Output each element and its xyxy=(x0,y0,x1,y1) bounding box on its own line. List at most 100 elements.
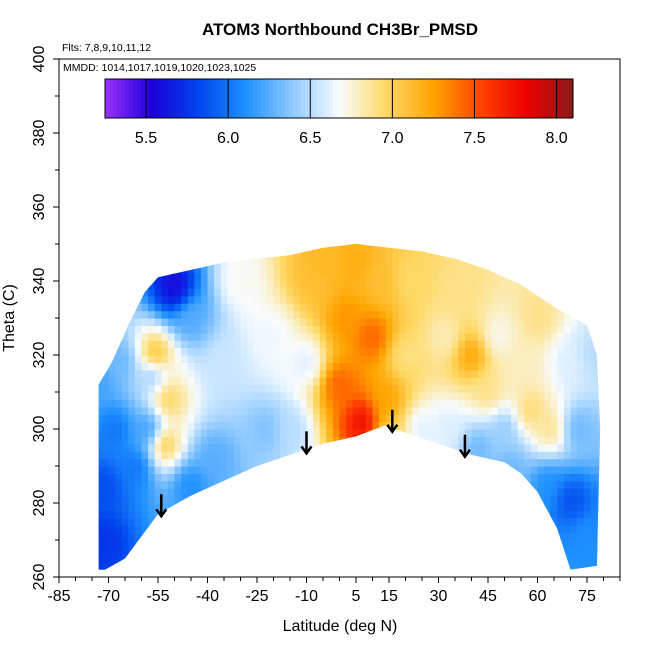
heatmap-cell xyxy=(134,421,143,430)
heatmap-cell xyxy=(214,473,222,482)
heatmap-cell xyxy=(445,325,453,334)
heatmap-cell xyxy=(412,547,420,556)
heatmap-cell xyxy=(504,443,512,452)
heatmap-cell xyxy=(497,517,506,526)
heatmap-cell xyxy=(293,406,301,415)
heatmap-cell xyxy=(352,503,360,511)
heatmap-cell xyxy=(319,466,327,474)
heatmap-cell xyxy=(405,340,413,349)
heatmap-cell xyxy=(537,281,545,289)
heatmap-cell xyxy=(266,369,275,378)
heatmap-cell xyxy=(570,547,578,556)
heatmap-cell xyxy=(517,458,525,467)
heatmap-cell xyxy=(128,347,136,356)
heatmap-cell xyxy=(326,503,334,511)
heatmap-cell xyxy=(98,429,103,437)
heatmap-cell xyxy=(425,258,433,267)
heatmap-cell xyxy=(451,503,459,511)
heatmap-cell xyxy=(141,288,149,297)
heatmap-cell xyxy=(458,244,466,245)
heatmap-cell xyxy=(464,429,473,437)
heatmap-cell xyxy=(121,414,129,423)
heatmap-cell xyxy=(577,377,585,386)
heatmap-cell xyxy=(214,495,222,504)
heatmap-cell xyxy=(346,480,354,489)
heatmap-cell xyxy=(253,458,261,467)
heatmap-cell xyxy=(445,570,452,578)
heatmap-cell xyxy=(464,443,473,452)
heatmap-cell xyxy=(596,281,601,289)
heatmap-cell xyxy=(392,517,400,526)
heatmap-cell xyxy=(379,258,387,267)
heatmap-cell xyxy=(352,340,360,349)
heatmap-cell xyxy=(200,295,209,304)
heatmap-cell xyxy=(425,318,433,326)
heatmap-cell xyxy=(425,251,433,260)
heatmap-cell xyxy=(280,503,288,511)
heatmap-cell xyxy=(458,355,466,363)
heatmap-cell xyxy=(141,369,149,378)
heatmap-cell xyxy=(247,325,255,334)
heatmap-cell xyxy=(233,325,242,334)
heatmap-cell xyxy=(365,303,374,312)
heatmap-cell xyxy=(207,318,215,326)
heatmap-cell xyxy=(570,414,578,423)
heatmap-cell xyxy=(280,480,288,489)
colorbar-segment xyxy=(377,79,382,118)
heatmap-cell xyxy=(332,495,341,504)
heatmap-cell xyxy=(398,525,407,534)
heatmap-cell xyxy=(293,414,301,423)
heatmap-cell xyxy=(359,399,367,408)
heatmap-cell xyxy=(412,266,420,275)
heatmap-cell xyxy=(141,258,149,267)
heatmap-cell xyxy=(570,340,578,349)
colorbar-segment xyxy=(553,79,558,118)
heatmap-cell xyxy=(352,281,360,289)
heatmap-cell xyxy=(405,369,413,378)
heatmap-cell xyxy=(121,347,129,356)
heatmap-cell xyxy=(121,244,129,245)
heatmap-cell xyxy=(471,251,479,260)
heatmap-cell xyxy=(458,480,466,489)
heatmap-cell xyxy=(286,244,294,252)
heatmap-cell xyxy=(207,266,215,275)
heatmap-cell xyxy=(517,429,525,437)
heatmap-cell xyxy=(286,258,294,267)
heatmap-cell xyxy=(148,443,156,452)
heatmap-cell xyxy=(98,310,103,319)
heatmap-cell xyxy=(181,273,189,282)
heatmap-cell xyxy=(590,547,598,556)
heatmap-cell xyxy=(484,429,492,437)
heatmap-cell xyxy=(280,266,288,275)
heatmap-cell xyxy=(596,244,601,252)
heatmap-cell xyxy=(504,392,512,400)
heatmap-cell xyxy=(101,347,110,356)
heatmap-cell xyxy=(451,244,459,252)
down-arrow-icon xyxy=(386,424,399,434)
heatmap-cell xyxy=(121,295,129,304)
heatmap-cell xyxy=(214,251,222,260)
heatmap-cell xyxy=(365,318,374,326)
heatmap-cell xyxy=(504,495,512,504)
heatmap-cell xyxy=(563,295,572,304)
heatmap-cell xyxy=(247,288,255,297)
heatmap-cell xyxy=(313,288,321,297)
heatmap-cell xyxy=(524,495,532,504)
heatmap-cell xyxy=(299,547,308,556)
heatmap-cell xyxy=(101,303,110,312)
heatmap-cell xyxy=(319,325,327,334)
heatmap-cell xyxy=(478,503,486,511)
heatmap-cell xyxy=(207,392,215,400)
colorbar-segment xyxy=(437,79,442,118)
heatmap-cell xyxy=(405,258,413,267)
heatmap-cell xyxy=(326,332,334,341)
heatmap-cell xyxy=(108,466,116,474)
heatmap-cell xyxy=(497,473,506,482)
heatmap-cell xyxy=(398,369,407,378)
heatmap-cell xyxy=(577,495,585,504)
heatmap-cell xyxy=(464,532,473,541)
heatmap-cell xyxy=(464,466,473,474)
heatmap-cell xyxy=(101,421,110,430)
heatmap-cell xyxy=(134,554,143,563)
